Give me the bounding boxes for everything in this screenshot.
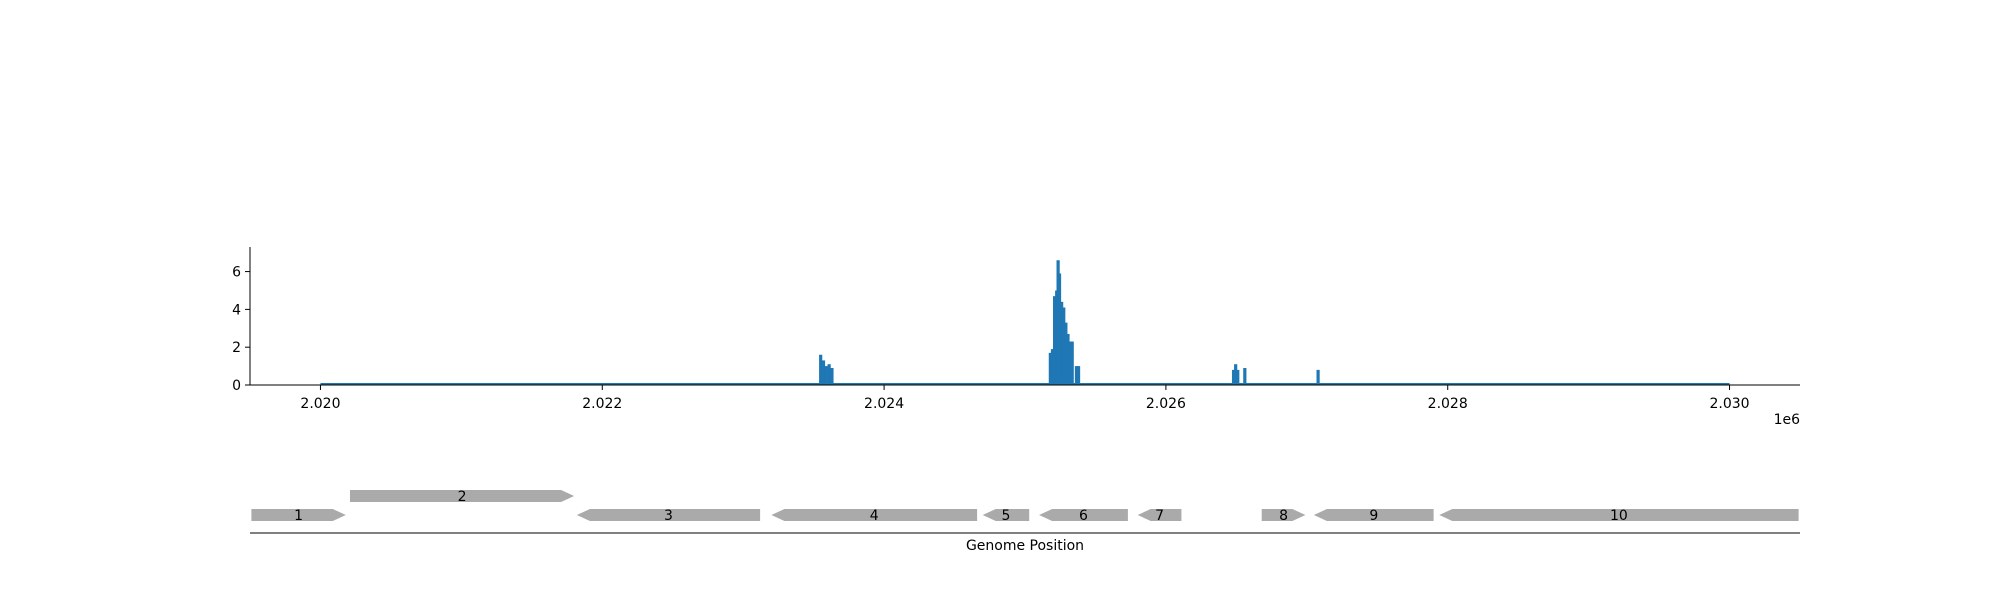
y-axis-ticks: 0 2 4 6: [232, 265, 250, 394]
coverage-bar: [1057, 273, 1062, 385]
gene-label: 2: [458, 489, 467, 505]
x-tick-label: 2.026: [1146, 396, 1186, 412]
gene-label: 7: [1155, 508, 1164, 524]
gene-label: 6: [1079, 508, 1088, 524]
y-tick-label: 0: [232, 378, 241, 394]
gene-arrow: [1137, 509, 1182, 521]
coverage-bar: [1068, 341, 1072, 385]
gene-arrow: [251, 509, 346, 521]
y-tick-label: 4: [232, 302, 241, 318]
coverage-bar: [1066, 333, 1070, 385]
coverage-bar: [1316, 369, 1320, 385]
coverage-bar: [821, 360, 826, 385]
gene-label: 1: [294, 508, 303, 524]
coverage-bar: [824, 366, 828, 385]
gene-map-x-axis-label: Genome Position: [966, 538, 1084, 554]
gene-label: 4: [870, 508, 879, 524]
coverage-bar: [1234, 364, 1238, 385]
gene-label: 10: [1610, 508, 1628, 524]
coverage-bar: [1231, 369, 1236, 385]
gene-label: 8: [1279, 508, 1288, 524]
gene-arrow: [1439, 509, 1799, 521]
gene-label: 3: [664, 508, 673, 524]
x-tick-label: 2.030: [1709, 396, 1749, 412]
gene-arrow: [1313, 509, 1434, 521]
x-tick-label: 2.020: [300, 396, 340, 412]
gene-arrow: [1261, 509, 1306, 521]
gene-arrow: [1039, 509, 1128, 521]
coverage-bar: [1236, 369, 1240, 385]
coverage-bar: [1062, 307, 1066, 385]
gene-label: 5: [1002, 508, 1011, 524]
gene-label: 9: [1369, 508, 1378, 524]
coverage-bar: [827, 364, 831, 385]
coverage-bar: [1243, 367, 1247, 385]
coverage-bar: [1060, 301, 1064, 385]
gene-arrow: [350, 490, 575, 502]
coverage-bars: [819, 260, 1320, 385]
x-tick-label: 2.022: [582, 396, 622, 412]
x-tick-label: 2.024: [864, 396, 904, 412]
coverage-bar: [1052, 296, 1057, 385]
coverage-bar: [1048, 352, 1052, 385]
gene-arrow: [771, 509, 978, 521]
coverage-bar: [1074, 366, 1079, 385]
coverage-bar: [1050, 349, 1055, 385]
coverage-bar: [819, 354, 823, 385]
coverage-bar: [1070, 341, 1074, 385]
x-axis-ticks: 2.020 2.022 2.024 2.026 2.028 2.030: [300, 385, 1750, 412]
coverage-bar: [830, 367, 834, 385]
gene-arrow: [982, 509, 1030, 521]
gene-map: 1 2 3 4 5 6 7 8 9 10 Genome Position: [250, 489, 1800, 554]
y-tick-label: 2: [232, 340, 241, 356]
y-tick-label: 6: [232, 265, 241, 281]
gene-arrows: 1 2 3 4 5 6 7 8 9 10: [251, 489, 1799, 524]
coverage-bar: [1076, 366, 1081, 385]
x-axis-offset-label: 1e6: [1774, 412, 1801, 428]
coverage-plot: 0 2 4 6 2.020 2.022 2.024 2.026 2.028 2.030 1e6: [232, 247, 1800, 428]
gene-arrow: [576, 509, 761, 521]
coverage-bar: [1064, 322, 1068, 385]
x-tick-label: 2.028: [1428, 396, 1468, 412]
